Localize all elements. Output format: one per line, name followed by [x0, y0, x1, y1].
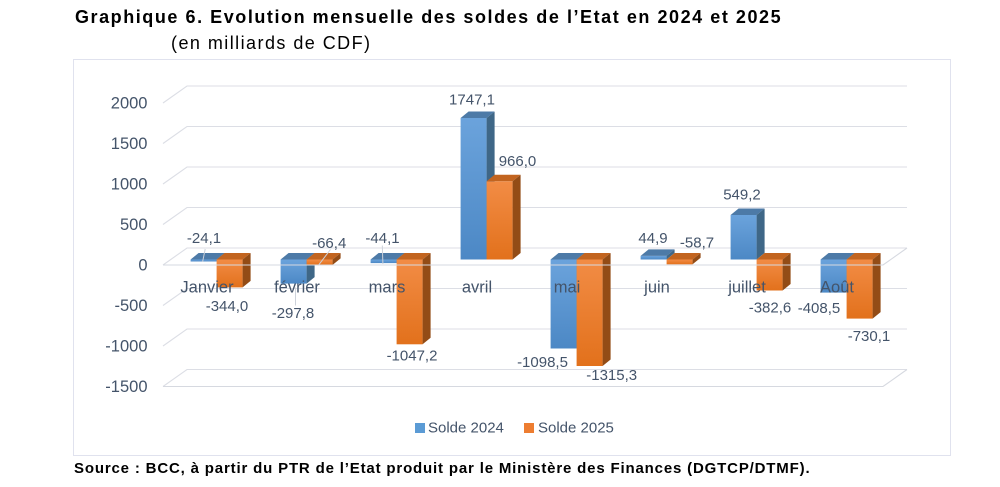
svg-text:-1000: -1000: [105, 338, 147, 356]
svg-text:juin: juin: [643, 279, 670, 297]
svg-text:1000: 1000: [111, 176, 148, 194]
svg-text:44,9: 44,9: [638, 230, 667, 247]
svg-text:-24,1: -24,1: [187, 230, 221, 247]
svg-text:Janvier: Janvier: [180, 279, 234, 297]
svg-text:-730,1: -730,1: [848, 328, 891, 345]
svg-text:-382,6: -382,6: [749, 300, 792, 317]
svg-text:-66,4: -66,4: [312, 235, 346, 252]
svg-text:Août: Août: [820, 279, 854, 297]
svg-text:1500: 1500: [111, 135, 148, 153]
svg-text:mars: mars: [369, 279, 406, 297]
svg-text:1747,1: 1747,1: [449, 92, 495, 109]
svg-text:avril: avril: [462, 279, 492, 297]
svg-text:Solde 2025: Solde 2025: [538, 420, 614, 437]
svg-text:500: 500: [120, 216, 148, 234]
svg-text:Solde 2024: Solde 2024: [428, 420, 504, 437]
svg-text:-1047,2: -1047,2: [387, 348, 438, 365]
svg-text:-297,8: -297,8: [272, 305, 315, 322]
svg-text:966,0: 966,0: [499, 153, 537, 170]
svg-text:2000: 2000: [111, 95, 148, 113]
svg-text:-1315,3: -1315,3: [586, 367, 637, 384]
svg-text:mai: mai: [554, 279, 581, 297]
svg-text:-500: -500: [114, 297, 147, 315]
svg-text:février: février: [274, 279, 320, 297]
svg-text:549,2: 549,2: [723, 187, 761, 204]
svg-text:-1098,5: -1098,5: [517, 354, 568, 371]
svg-text:-1500: -1500: [105, 378, 147, 396]
svg-text:0: 0: [138, 257, 147, 275]
svg-text:-408,5: -408,5: [798, 300, 841, 317]
svg-text:juillet: juillet: [727, 279, 766, 297]
svg-text:-344,0: -344,0: [206, 298, 249, 315]
svg-text:-58,7: -58,7: [680, 235, 714, 252]
svg-text:-44,1: -44,1: [365, 230, 399, 247]
